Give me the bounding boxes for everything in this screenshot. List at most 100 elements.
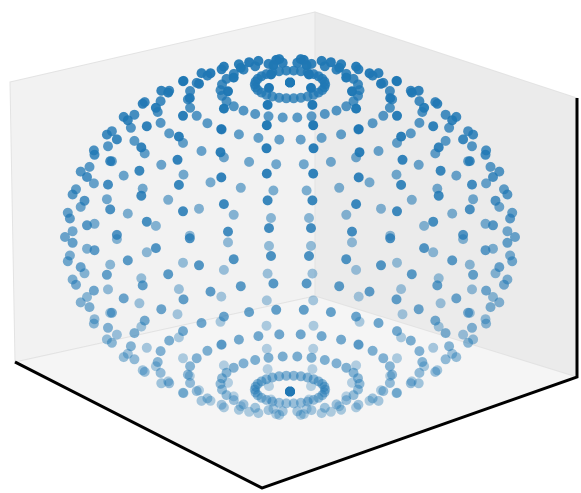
- point: [285, 386, 295, 397]
- point: [111, 329, 122, 340]
- point: [172, 309, 183, 320]
- point: [430, 366, 441, 377]
- point: [430, 315, 441, 326]
- point: [298, 304, 309, 315]
- point: [480, 149, 491, 160]
- point: [308, 320, 319, 331]
- point: [217, 384, 227, 395]
- point: [103, 322, 113, 333]
- point: [285, 386, 295, 397]
- point: [184, 233, 195, 244]
- point: [295, 134, 306, 145]
- point: [88, 178, 99, 189]
- point: [106, 337, 117, 348]
- point: [285, 386, 295, 397]
- point: [235, 62, 246, 73]
- point: [351, 264, 362, 275]
- point: [391, 388, 402, 399]
- point: [194, 203, 204, 214]
- point: [223, 86, 233, 97]
- point: [348, 390, 359, 401]
- point: [84, 302, 95, 313]
- point: [244, 156, 255, 167]
- point: [261, 343, 272, 354]
- point: [467, 179, 477, 190]
- point: [271, 409, 282, 420]
- point: [341, 391, 352, 402]
- point: [502, 189, 513, 200]
- point: [285, 386, 295, 397]
- point: [391, 75, 402, 86]
- point: [105, 259, 116, 270]
- point: [301, 60, 312, 71]
- point: [397, 309, 408, 320]
- point: [285, 386, 295, 397]
- point: [106, 307, 117, 318]
- point: [71, 279, 81, 290]
- point: [235, 281, 246, 292]
- point: [507, 256, 518, 267]
- point: [285, 386, 295, 397]
- point: [137, 365, 148, 376]
- point: [196, 395, 207, 406]
- point: [384, 378, 395, 388]
- point: [163, 376, 174, 387]
- point: [274, 371, 285, 382]
- point: [216, 399, 227, 410]
- point: [82, 243, 92, 254]
- point: [376, 203, 386, 214]
- point: [263, 405, 274, 416]
- point: [447, 348, 458, 359]
- point: [316, 132, 327, 143]
- point: [122, 115, 133, 126]
- point: [89, 245, 100, 256]
- point: [285, 386, 295, 397]
- point: [228, 72, 239, 83]
- point: [118, 352, 129, 363]
- point: [307, 99, 318, 110]
- point: [285, 386, 295, 397]
- point: [505, 213, 516, 224]
- point: [373, 146, 384, 156]
- point: [139, 366, 150, 377]
- point: [228, 395, 239, 406]
- point: [288, 65, 299, 76]
- point: [301, 185, 312, 196]
- point: [406, 87, 417, 98]
- point: [292, 406, 303, 417]
- point: [325, 406, 336, 417]
- point: [205, 286, 216, 297]
- point: [111, 134, 122, 145]
- point: [458, 134, 469, 145]
- point: [105, 156, 116, 167]
- point: [485, 302, 496, 313]
- point: [347, 86, 357, 97]
- point: [263, 352, 274, 363]
- point: [271, 159, 282, 170]
- point: [307, 268, 318, 279]
- point: [101, 194, 112, 205]
- point: [481, 318, 492, 329]
- point: [432, 98, 443, 109]
- point: [285, 386, 295, 397]
- point: [191, 110, 202, 121]
- point: [101, 129, 112, 140]
- point: [150, 220, 161, 231]
- point: [235, 401, 246, 412]
- point: [392, 257, 402, 268]
- point: [510, 232, 520, 242]
- point: [178, 206, 188, 217]
- point: [285, 386, 295, 397]
- point: [173, 179, 184, 190]
- point: [440, 328, 451, 339]
- point: [285, 386, 295, 397]
- point: [384, 102, 395, 113]
- point: [334, 401, 345, 412]
- point: [451, 293, 462, 304]
- point: [304, 251, 314, 261]
- point: [129, 109, 140, 120]
- point: [392, 353, 402, 364]
- point: [502, 226, 513, 237]
- point: [301, 403, 312, 414]
